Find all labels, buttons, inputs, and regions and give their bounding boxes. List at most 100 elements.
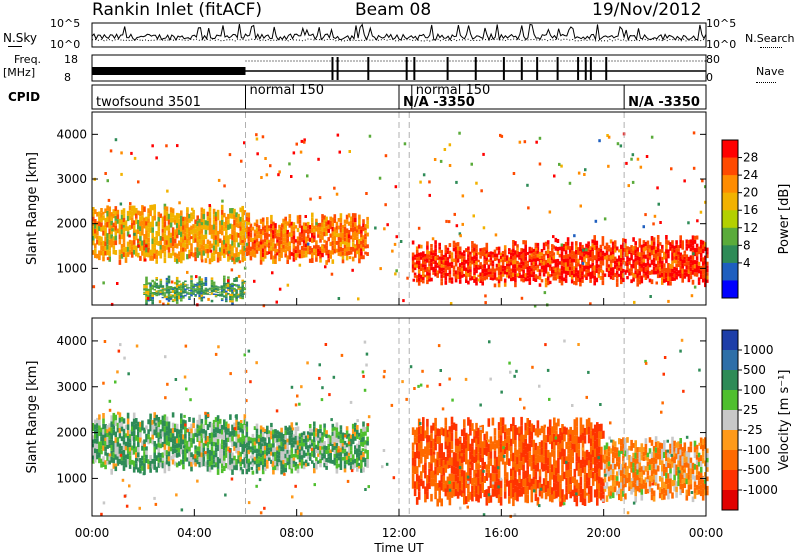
data-cell bbox=[424, 259, 427, 262]
data-cell bbox=[263, 225, 267, 229]
data-cell bbox=[347, 446, 351, 450]
data-cell bbox=[563, 456, 566, 465]
data-cell bbox=[532, 248, 536, 253]
data-cell bbox=[223, 286, 226, 289]
data-cell bbox=[528, 474, 532, 482]
data-cell bbox=[135, 218, 138, 225]
data-cell bbox=[685, 243, 689, 247]
data-cell bbox=[194, 233, 197, 238]
data-cell bbox=[475, 462, 478, 470]
data-cell bbox=[467, 261, 470, 266]
data-cell bbox=[522, 248, 525, 253]
data-cell bbox=[184, 228, 187, 233]
scatter-cell bbox=[122, 222, 126, 225]
data-cell bbox=[237, 287, 240, 289]
data-cell bbox=[528, 443, 532, 452]
data-cell bbox=[467, 265, 470, 270]
data-cell bbox=[204, 258, 208, 263]
data-cell bbox=[570, 254, 574, 259]
data-cell bbox=[200, 280, 204, 283]
data-cell bbox=[677, 245, 680, 249]
data-cell bbox=[568, 273, 572, 277]
data-cell bbox=[192, 287, 195, 289]
data-cell bbox=[522, 449, 525, 457]
data-cell bbox=[356, 243, 359, 248]
data-cell bbox=[351, 246, 355, 252]
scatter-cell bbox=[659, 221, 662, 224]
data-cell bbox=[422, 433, 425, 441]
data-cell bbox=[315, 461, 318, 466]
data-cell bbox=[417, 459, 421, 468]
data-cell bbox=[483, 247, 486, 252]
data-cell bbox=[422, 267, 425, 271]
data-cell bbox=[420, 274, 423, 279]
data-cell bbox=[261, 226, 265, 231]
data-cell bbox=[114, 431, 118, 438]
data-cell bbox=[280, 240, 283, 245]
data-cell bbox=[130, 431, 134, 436]
data-cell bbox=[198, 414, 201, 420]
data-cell bbox=[188, 236, 191, 241]
data-cell bbox=[473, 429, 476, 436]
data-cell bbox=[514, 277, 517, 283]
data-cell bbox=[255, 227, 259, 231]
data-cell bbox=[471, 248, 474, 253]
data-cell bbox=[227, 276, 230, 279]
data-cell bbox=[677, 251, 680, 255]
data-cell bbox=[681, 240, 684, 245]
data-cell bbox=[356, 225, 359, 230]
data-cell bbox=[589, 257, 592, 261]
data-cell bbox=[536, 454, 540, 463]
data-cell bbox=[329, 220, 332, 225]
data-cell bbox=[253, 460, 257, 465]
data-cell bbox=[116, 441, 120, 447]
data-cell bbox=[208, 288, 212, 290]
data-cell bbox=[426, 254, 429, 259]
data-cell bbox=[636, 251, 639, 256]
data-cell bbox=[591, 450, 595, 458]
data-cell bbox=[471, 244, 474, 249]
data-cell bbox=[358, 253, 361, 259]
data-cell bbox=[565, 492, 568, 500]
data-cell bbox=[675, 248, 678, 252]
data-cell bbox=[190, 461, 193, 467]
data-cell bbox=[622, 277, 625, 282]
data-cell bbox=[106, 233, 109, 239]
data-cell bbox=[323, 449, 326, 455]
data-cell bbox=[681, 259, 684, 264]
data-cell bbox=[345, 255, 349, 261]
scatter-cell bbox=[395, 235, 398, 239]
data-cell bbox=[327, 434, 330, 438]
data-cell bbox=[298, 462, 302, 466]
data-cell bbox=[520, 274, 523, 278]
data-cell bbox=[432, 438, 435, 447]
data-cell bbox=[311, 227, 314, 233]
data-cell bbox=[351, 434, 355, 440]
data-cell bbox=[438, 436, 441, 444]
data-cell bbox=[206, 293, 210, 295]
data-cell bbox=[446, 445, 450, 454]
data-cell bbox=[259, 457, 263, 462]
data-cell bbox=[530, 262, 534, 266]
data-cell bbox=[229, 208, 232, 214]
scatter-cell bbox=[299, 150, 303, 154]
data-cell bbox=[145, 296, 148, 300]
data-cell bbox=[636, 282, 639, 287]
scatter-cell bbox=[255, 133, 258, 137]
data-cell bbox=[251, 438, 255, 443]
data-cell bbox=[247, 436, 251, 441]
data-cell bbox=[434, 483, 437, 492]
data-cell bbox=[235, 447, 238, 454]
data-cell bbox=[434, 466, 437, 475]
data-cell bbox=[114, 220, 118, 226]
data-cell bbox=[411, 268, 415, 273]
scatter-cell bbox=[255, 137, 259, 141]
data-cell bbox=[628, 261, 631, 265]
data-cell bbox=[204, 292, 208, 295]
data-cell bbox=[508, 443, 511, 451]
data-cell bbox=[568, 246, 572, 250]
data-cell bbox=[141, 240, 144, 246]
data-cell bbox=[620, 262, 623, 267]
data-cell bbox=[272, 238, 275, 243]
data-cell bbox=[508, 458, 511, 466]
